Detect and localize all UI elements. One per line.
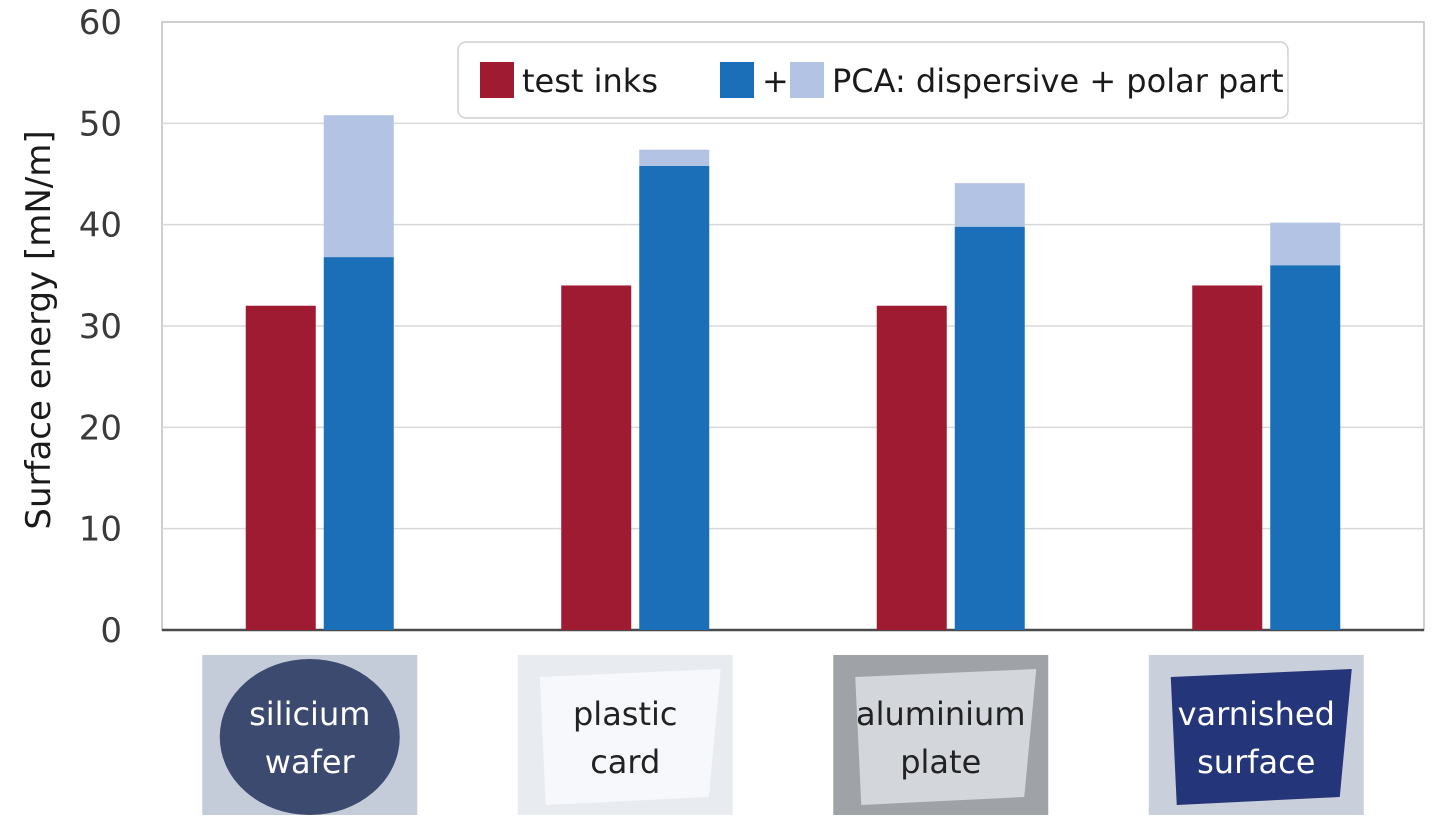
- legend-swatch-pca-polar: [790, 62, 824, 98]
- bar-pca-dispersive: [323, 257, 394, 630]
- bar-pca-polar: [323, 115, 394, 258]
- bar-test-inks: [876, 305, 947, 630]
- legend-label-plus: +: [762, 62, 789, 100]
- legend-label-pca: PCA: dispersive + polar part: [832, 62, 1284, 100]
- category-label: plastic: [573, 695, 678, 733]
- bar-test-inks: [561, 285, 632, 630]
- category-label: wafer: [265, 743, 356, 781]
- legend-label-test-inks: test inks: [522, 62, 658, 100]
- y-tick-label: 60: [79, 3, 122, 43]
- bar-pca-polar: [954, 183, 1025, 227]
- bar-pca-dispersive: [1270, 265, 1341, 630]
- y-tick-label: 20: [79, 408, 122, 448]
- y-axis-label: Surface energy [mN/m]: [19, 130, 59, 529]
- y-tick-label: 50: [79, 104, 122, 144]
- sample-shape: [855, 669, 1037, 805]
- legend-swatch-pca-dispersive: [720, 62, 754, 98]
- y-tick-label: 10: [79, 510, 122, 550]
- category-label: card: [590, 743, 660, 781]
- sample-shape: [219, 659, 400, 815]
- y-tick-label: 40: [79, 206, 122, 246]
- legend-box: [457, 41, 1289, 119]
- bar-pca-polar: [639, 149, 710, 166]
- sample-shape: [539, 669, 721, 805]
- y-tick-label: 30: [79, 307, 122, 347]
- bar-test-inks: [1192, 285, 1263, 630]
- bar-pca-dispersive: [639, 165, 710, 631]
- bar-test-inks: [245, 305, 316, 630]
- y-tick-label: 0: [100, 611, 122, 651]
- category-label: surface: [1197, 743, 1315, 781]
- category-label: aluminium: [856, 695, 1025, 733]
- category-label: silicium: [249, 695, 370, 733]
- bar-pca-dispersive: [954, 226, 1025, 630]
- category-label: varnished: [1178, 695, 1335, 733]
- bar-pca-polar: [1270, 222, 1341, 266]
- sample-shape: [1170, 669, 1352, 805]
- category-label: plate: [900, 743, 981, 781]
- legend-swatch-test-inks: [480, 62, 514, 98]
